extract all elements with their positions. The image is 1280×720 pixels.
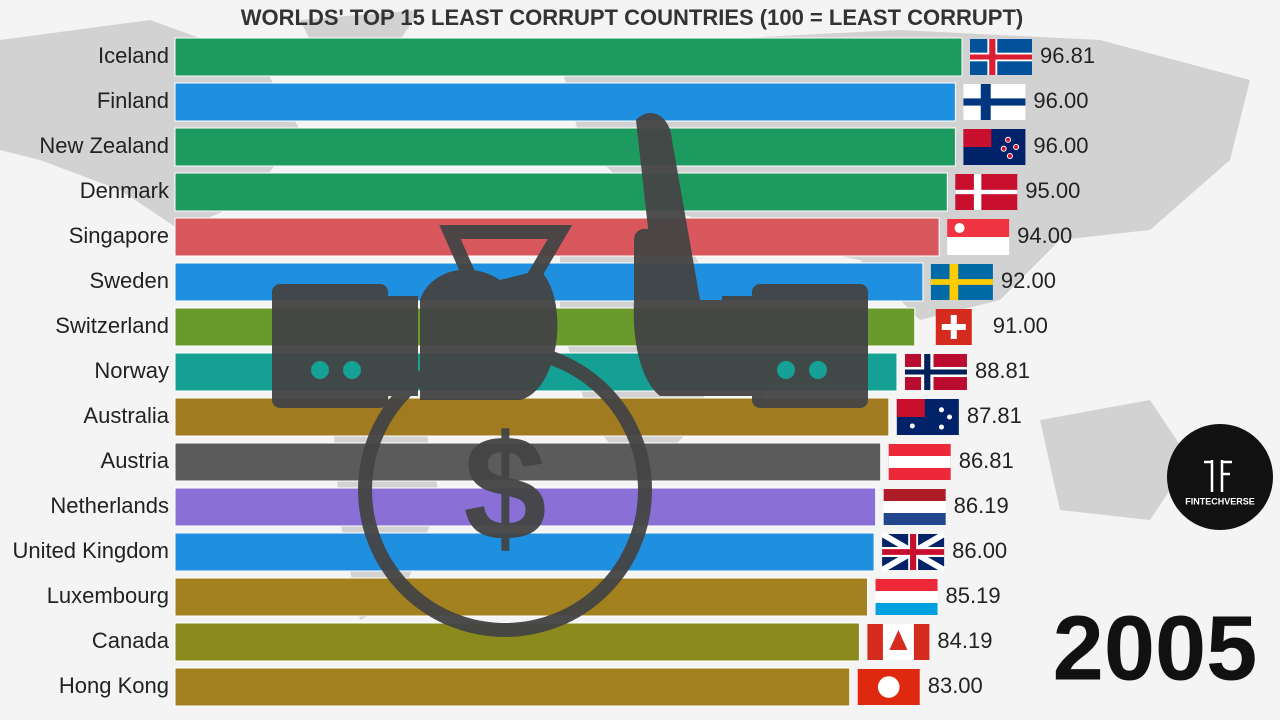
bribe-icon: $ — [272, 112, 868, 637]
bar — [174, 442, 882, 482]
value-label: 92.00 — [1001, 268, 1056, 293]
flag — [930, 279, 993, 285]
value-label: 88.81 — [975, 358, 1030, 383]
value-label: 87.81 — [967, 403, 1022, 428]
y-tick-label: Australia — [83, 403, 169, 428]
flag — [883, 489, 946, 501]
year-label: 2005 — [1053, 597, 1258, 699]
flag-icon — [867, 624, 930, 660]
flag-icon — [935, 309, 972, 345]
flag — [938, 424, 944, 430]
bar — [174, 667, 851, 707]
flag — [875, 579, 938, 591]
flag-icon — [880, 531, 946, 573]
y-tick-label: United Kingdom — [12, 538, 169, 563]
y-tick-label: Finland — [97, 88, 169, 113]
y-tick-label: Denmark — [80, 178, 170, 203]
flag — [954, 223, 965, 233]
flag — [882, 549, 945, 555]
value-label: 91.00 — [993, 313, 1048, 338]
y-tick-label: New Zealand — [39, 133, 169, 158]
value-label: 94.00 — [1017, 223, 1072, 248]
bar — [174, 172, 948, 212]
y-tick-label: Switzerland — [55, 313, 169, 338]
flag — [883, 513, 946, 525]
y-tick-label: Luxembourg — [47, 583, 169, 608]
flag-icon — [930, 264, 993, 300]
flag — [909, 423, 915, 429]
flag — [896, 399, 925, 417]
value-label: 96.00 — [1033, 88, 1088, 113]
y-tick-label: Canada — [92, 628, 170, 653]
value-label: 96.00 — [1033, 133, 1088, 158]
flag — [1005, 136, 1012, 143]
bar — [174, 577, 869, 617]
bar — [174, 127, 956, 167]
value-label: 95.00 — [1025, 178, 1080, 203]
value-label: 85.19 — [946, 583, 1001, 608]
bar — [174, 82, 956, 122]
value-label: 86.81 — [959, 448, 1014, 473]
y-tick-label: Hong Kong — [59, 673, 169, 698]
flag — [877, 676, 900, 698]
logo-mark — [1204, 460, 1232, 492]
flag — [963, 98, 1026, 106]
flag — [913, 624, 930, 660]
value-label: 96.81 — [1040, 43, 1095, 68]
bar — [174, 487, 877, 527]
y-tick-label: Singapore — [69, 223, 169, 248]
flag — [947, 414, 953, 420]
value-label: 86.19 — [954, 493, 1009, 518]
flag-icon — [955, 174, 1018, 210]
flag — [1013, 144, 1020, 150]
chart-title: WORLDS' TOP 15 LEAST CORRUPT COUNTRIES (… — [241, 5, 1023, 30]
flag-icon — [857, 669, 920, 705]
svg-text:$: $ — [463, 404, 546, 572]
flag — [970, 54, 1032, 60]
flag-icon — [888, 444, 951, 480]
flag-icon — [970, 39, 1032, 75]
flag — [955, 189, 1018, 195]
bars: Iceland 96.81 Finland 96.00 New Zealand 96.00… — [12, 37, 1095, 707]
flag — [963, 129, 992, 147]
flag — [875, 603, 938, 615]
value-label: 84.19 — [937, 628, 992, 653]
flag — [867, 624, 883, 660]
flag — [941, 324, 966, 330]
value-label: 86.00 — [952, 538, 1007, 563]
value-label: 83.00 — [928, 673, 983, 698]
flag — [889, 630, 908, 650]
bar — [174, 37, 963, 77]
flag — [938, 407, 944, 413]
flag — [888, 456, 951, 468]
flag — [1006, 153, 1013, 159]
y-tick-label: Iceland — [98, 43, 169, 68]
flag — [947, 219, 1010, 237]
flag-icon — [947, 219, 1010, 255]
y-tick-label: Sweden — [89, 268, 169, 293]
flag — [1000, 145, 1007, 152]
flag — [904, 369, 967, 375]
flag-icon — [896, 399, 959, 435]
y-tick-label: Netherlands — [50, 493, 169, 518]
flag-icon — [875, 579, 938, 615]
flag-icon — [963, 84, 1026, 120]
flag-icon — [904, 354, 967, 390]
y-tick-label: Norway — [94, 358, 169, 383]
flag-icon — [883, 489, 946, 525]
flag-icon — [963, 129, 1026, 165]
bar — [174, 532, 875, 572]
y-tick-label: Austria — [101, 448, 170, 473]
logo-badge — [1167, 424, 1273, 530]
logo-text: FINTECHVERSE — [1185, 496, 1255, 506]
